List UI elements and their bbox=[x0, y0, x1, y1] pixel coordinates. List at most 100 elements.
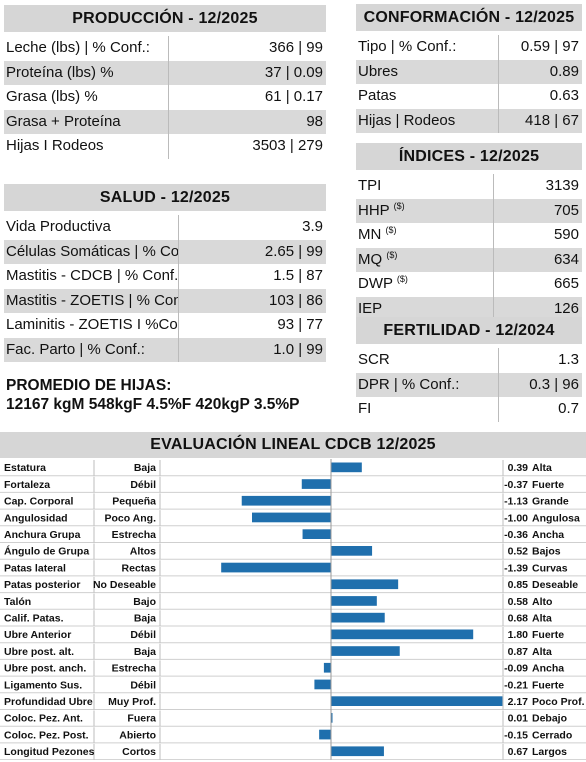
trait-value: -0.37 bbox=[504, 479, 528, 491]
indices-row-label: MQ ($) bbox=[356, 247, 494, 272]
produccion-row: Hijas I Rodeos 3503 | 279 bbox=[4, 134, 326, 159]
evaluacion-row: Profundidad Ubre Muy Prof. 2.17 Poco Prof. bbox=[0, 693, 586, 710]
salud-row-value: 1.5 | 87 bbox=[273, 267, 323, 284]
trait-bar bbox=[331, 713, 333, 723]
conformacion-row-value: 0.63 bbox=[549, 87, 579, 104]
conformacion-row-label-text: Tipo | % Conf.: bbox=[358, 38, 457, 55]
low-extreme-label: Débil bbox=[130, 629, 156, 641]
low-extreme-label: No Deseable bbox=[93, 579, 156, 591]
salud-row: Mastitis - CDCB | % Conf.: 1.5 | 87 bbox=[4, 264, 326, 289]
trait-value: -1.39 bbox=[504, 562, 528, 574]
evaluacion-row: Ligamento Sus. Débil -0.21 Fuerte bbox=[0, 677, 586, 694]
conformacion-title: CONFORMACIÓN - 12/2025 bbox=[356, 4, 582, 31]
produccion-title: PRODUCCIÓN - 12/2025 bbox=[4, 5, 326, 32]
trait-bar bbox=[331, 546, 373, 556]
produccion-row-label-text: Leche (lbs) | % Conf.: bbox=[6, 39, 150, 56]
low-extreme-label: Rectas bbox=[122, 562, 157, 574]
trait-value: 0.39 bbox=[508, 462, 529, 474]
high-extreme-label: Alta bbox=[532, 462, 552, 474]
conformacion-row-value: 0.89 bbox=[549, 62, 579, 80]
salud-row-value: 1.0 | 99 bbox=[273, 340, 323, 358]
fertilidad-row-label: FI bbox=[356, 397, 499, 422]
salud-row-label: Laminitis - ZOETIS I %Conf.: bbox=[4, 313, 179, 338]
trait-value: -0.21 bbox=[504, 679, 528, 691]
conformacion-row-label-text: Ubres bbox=[358, 62, 399, 80]
conformacion-row: Tipo | % Conf.: 0.59 | 97 bbox=[356, 35, 582, 60]
high-extreme-label: Deseable bbox=[532, 579, 578, 591]
indices-row: MQ ($) 634 bbox=[356, 247, 582, 272]
indices-row-value: 705 bbox=[553, 201, 579, 219]
high-extreme-label: Curvas bbox=[532, 562, 568, 574]
trait-label: Coloc. Pez. Post. bbox=[4, 729, 89, 741]
indices-row-value: 126 bbox=[553, 299, 579, 317]
indices-row: MN ($) 590 bbox=[356, 223, 582, 248]
trait-value: 2.17 bbox=[508, 696, 529, 708]
trait-value: -0.15 bbox=[504, 729, 528, 741]
low-extreme-label: Muy Prof. bbox=[108, 696, 156, 708]
low-extreme-label: Baja bbox=[134, 462, 156, 474]
high-extreme-label: Fuerte bbox=[532, 629, 564, 641]
salud-row-label: Vida Productiva bbox=[4, 215, 179, 240]
trait-bar bbox=[241, 495, 331, 506]
trait-bar bbox=[252, 512, 331, 523]
fertilidad-row-label: DPR | % Conf.: bbox=[356, 372, 499, 397]
fertilidad-title: FERTILIDAD - 12/2024 bbox=[356, 317, 582, 344]
low-extreme-label: Poco Ang. bbox=[104, 512, 156, 524]
indices-row-label: IEP bbox=[356, 296, 494, 321]
salud-row-label-text: Laminitis - ZOETIS I %Conf.: bbox=[6, 316, 178, 333]
conformacion-row-label-text: Hijas | Rodeos bbox=[358, 111, 456, 129]
trait-value: -1.13 bbox=[504, 496, 528, 508]
produccion-row-label: Hijas I Rodeos bbox=[4, 134, 169, 159]
trait-bar bbox=[331, 646, 400, 656]
low-extreme-label: Débil bbox=[130, 679, 156, 691]
trait-bar bbox=[331, 746, 384, 757]
trait-value: -1.00 bbox=[504, 512, 528, 524]
trait-label: Ligamento Sus. bbox=[4, 679, 82, 691]
produccion-panel: PRODUCCIÓN - 12/2025 Leche (lbs) | % Con… bbox=[4, 5, 326, 159]
indices-row-label-text: IEP bbox=[358, 299, 383, 317]
fertilidad-panel: FERTILIDAD - 12/2024 SCR 1.3 DPR | % Conf.… bbox=[356, 317, 582, 422]
salud-row-value: 2.65 | 99 bbox=[264, 242, 323, 260]
produccion-row-label: Grasa (lbs) % bbox=[4, 85, 169, 110]
trait-label: Longitud Pezones bbox=[4, 746, 95, 758]
produccion-row-label-text: Proteína (lbs) % bbox=[6, 63, 114, 81]
trait-label: Calif. Patas. bbox=[4, 613, 64, 625]
evaluacion-row: Talón Bajo 0.58 Alto bbox=[0, 593, 586, 610]
produccion-rows: Leche (lbs) | % Conf.: 366 | 99 Proteína (… bbox=[4, 36, 326, 159]
evaluacion-row: Patas lateral Rectas -1.39 Curvas bbox=[0, 560, 586, 577]
trait-label: Ubre post. anch. bbox=[4, 663, 86, 675]
evaluacion-row: Fortaleza Débil -0.37 Fuerte bbox=[0, 476, 586, 493]
conformacion-row: Ubres 0.89 bbox=[356, 59, 582, 84]
low-extreme-label: Baja bbox=[134, 646, 156, 658]
trait-bar bbox=[331, 696, 503, 706]
low-extreme-label: Altos bbox=[130, 546, 156, 558]
trait-label: Coloc. Pez. Ant. bbox=[4, 713, 83, 725]
indices-row-label: DWP ($) bbox=[356, 272, 494, 297]
trait-label: Ángulo de Grupa bbox=[4, 545, 89, 558]
trait-label: Ubre post. alt. bbox=[4, 646, 74, 658]
salud-row: Fac. Parto | % Conf.: 1.0 | 99 bbox=[4, 337, 326, 362]
trait-bar bbox=[301, 479, 331, 489]
trait-label: Patas posterior bbox=[4, 579, 80, 591]
produccion-row-value: 366 | 99 bbox=[269, 39, 323, 56]
fertilidad-row-label-text: FI bbox=[358, 400, 372, 417]
salud-row-label-text: Células Somáticas | % Conf.: bbox=[6, 242, 179, 260]
low-extreme-label: Cortos bbox=[122, 746, 156, 758]
high-extreme-label: Ancha bbox=[532, 663, 564, 675]
high-extreme-label: Bajos bbox=[532, 546, 561, 558]
fertilidad-row-value: 1.3 bbox=[558, 351, 579, 368]
salud-row: Mastitis - ZOETIS | % Conf.: 103 | 86 bbox=[4, 288, 326, 313]
salud-row-value: 103 | 86 bbox=[269, 291, 323, 309]
conformacion-rows: Tipo | % Conf.: 0.59 | 97 Ubres 0.89 Patas 0.… bbox=[356, 35, 582, 133]
trait-value: 0.67 bbox=[508, 746, 529, 758]
fertilidad-row: SCR 1.3 bbox=[356, 348, 582, 373]
conformacion-row-label: Hijas | Rodeos bbox=[356, 108, 499, 133]
fertilidad-row: FI 0.7 bbox=[356, 397, 582, 422]
low-extreme-label: Bajo bbox=[133, 596, 156, 608]
trait-label: Patas lateral bbox=[4, 562, 66, 574]
trait-value: -0.36 bbox=[504, 529, 528, 541]
conformacion-row-value: 0.59 | 97 bbox=[520, 38, 579, 55]
salud-row-label: Mastitis - ZOETIS | % Conf.: bbox=[4, 288, 179, 313]
trait-label: Angulosidad bbox=[4, 512, 68, 524]
produccion-row: Grasa (lbs) % 61 | 0.17 bbox=[4, 85, 326, 110]
